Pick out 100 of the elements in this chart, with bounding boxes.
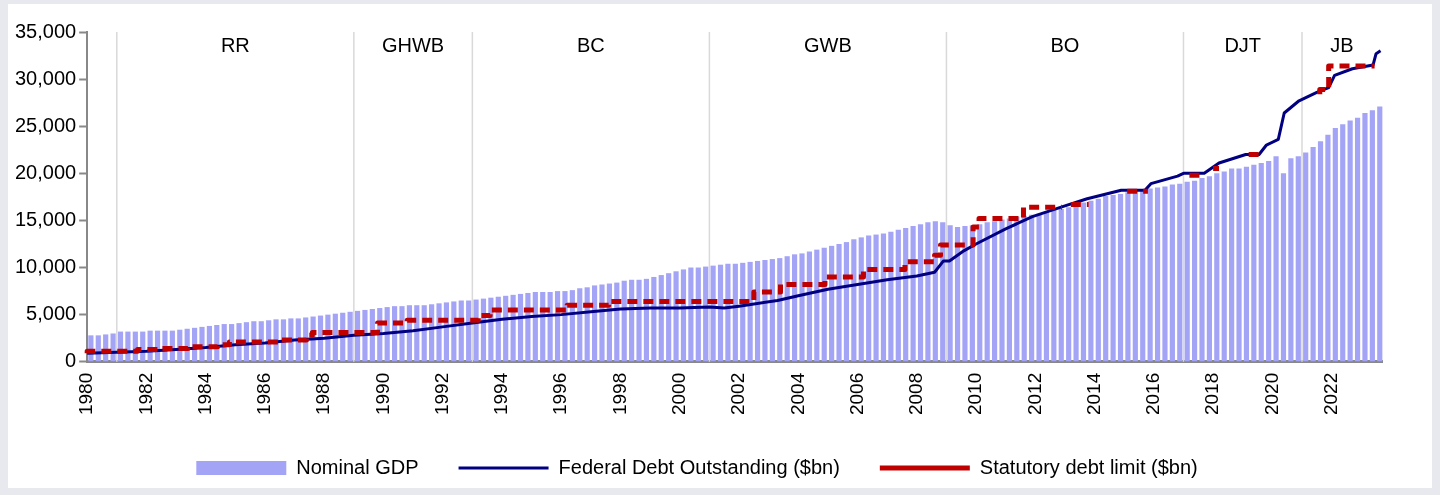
bar: [1251, 164, 1257, 362]
bar: [577, 288, 583, 362]
bar: [784, 256, 790, 362]
x-tick-label: 2016: [1142, 372, 1164, 416]
y-tick-label: 10,000: [15, 255, 77, 278]
bar: [503, 295, 509, 362]
bar: [984, 222, 990, 362]
bar: [1303, 152, 1309, 362]
bar: [1140, 189, 1146, 362]
x-tick-label: 2008: [905, 372, 927, 416]
bar: [591, 285, 598, 362]
bar: [1088, 200, 1094, 362]
bar: [517, 293, 524, 362]
bar: [1243, 166, 1250, 362]
bar: [769, 259, 775, 362]
bar: [1132, 191, 1138, 362]
bar: [399, 306, 405, 362]
annotation: GHWB: [381, 33, 445, 56]
x-tick-label: 1994: [490, 372, 512, 416]
bar: [666, 273, 672, 362]
bar: [917, 224, 924, 362]
bar: [1117, 194, 1124, 362]
bar: [1080, 202, 1087, 362]
bar: [1095, 198, 1101, 362]
annotation: JB: [1330, 33, 1354, 56]
x-tick-label: 1996: [549, 372, 571, 416]
bar: [599, 284, 605, 362]
bar: [621, 280, 627, 362]
y-tick-label: 25,000: [15, 113, 77, 136]
bar: [1184, 181, 1190, 362]
bar: [999, 219, 1005, 362]
bar: [1221, 171, 1227, 362]
x-tick-label: 2002: [727, 372, 749, 416]
bar: [977, 224, 983, 362]
x-tick-label: 1986: [253, 372, 275, 416]
bar: [347, 311, 353, 362]
bar: [1325, 134, 1331, 362]
x-tick-label: 1998: [608, 372, 630, 416]
y-tick-label: 0: [65, 349, 77, 372]
bar: [1006, 218, 1012, 362]
bar: [1103, 195, 1109, 362]
x-tick-label: 2022: [1319, 372, 1341, 416]
bar: [1014, 216, 1020, 362]
bar: [925, 222, 931, 362]
bar: [1029, 214, 1035, 362]
bar: [1266, 161, 1272, 362]
x-tick-label: 1988: [312, 372, 334, 416]
bar: [732, 263, 738, 362]
bar: [1295, 156, 1301, 362]
bar: [1310, 146, 1316, 362]
bar: [362, 309, 368, 362]
y-tick-label: 30,000: [15, 66, 77, 89]
bar: [1073, 205, 1079, 362]
bar: [1369, 110, 1375, 362]
legend-label: Nominal GDP: [296, 455, 419, 478]
bar: [532, 292, 538, 362]
bar: [962, 226, 968, 362]
bar: [903, 227, 909, 362]
bar: [1377, 106, 1383, 362]
bar: [1273, 156, 1279, 362]
bar: [466, 300, 472, 362]
bar: [910, 226, 916, 362]
bar: [1147, 188, 1153, 362]
bar: [1229, 168, 1235, 362]
bar: [1347, 120, 1353, 362]
bar: [703, 266, 709, 362]
bar: [754, 260, 761, 362]
y-tick-label: 20,000: [15, 160, 77, 183]
bar: [888, 231, 894, 362]
bar: [1066, 207, 1072, 362]
bar: [1317, 141, 1324, 362]
bar: [836, 243, 842, 362]
y-tick-label: 5,000: [26, 302, 77, 325]
bar: [851, 239, 857, 362]
bar: [1288, 158, 1294, 362]
bar: [1177, 183, 1183, 362]
bar: [1021, 215, 1027, 362]
bar: [1051, 210, 1057, 362]
bar: [1340, 124, 1346, 362]
annotation: BC: [576, 33, 605, 56]
x-tick-label: 1992: [430, 372, 452, 416]
bar: [1058, 209, 1064, 362]
x-tick-label: 2012: [1023, 372, 1045, 416]
bar: [1125, 192, 1131, 362]
bar: [873, 234, 879, 362]
bar: [1162, 186, 1168, 362]
y-tick-label: 15,000: [15, 207, 77, 230]
x-tick-label: 2004: [786, 372, 808, 416]
bar: [1362, 113, 1368, 362]
bar: [791, 254, 798, 362]
bar: [1154, 187, 1161, 362]
bar: [992, 221, 998, 362]
bar: [688, 267, 694, 362]
bar: [1354, 117, 1361, 362]
x-tick-label: 2018: [1201, 372, 1223, 416]
bar: [1214, 173, 1220, 362]
bar: [866, 235, 872, 362]
bar: [947, 225, 953, 362]
annotation: DJT: [1224, 33, 1262, 56]
bar: [895, 229, 901, 362]
